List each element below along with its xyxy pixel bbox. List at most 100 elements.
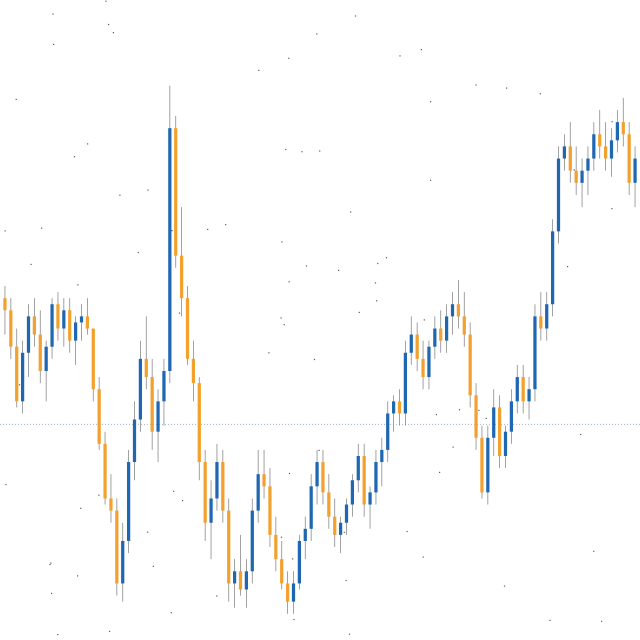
- candle-body-up: [315, 462, 319, 487]
- candle-body-up: [380, 449, 384, 463]
- candle-body-up: [156, 401, 160, 432]
- noise-dot: [41, 227, 43, 229]
- candle-body-up: [44, 346, 48, 371]
- candle-body-up: [533, 316, 537, 390]
- noise-dot: [18, 384, 21, 386]
- candle-body-down: [15, 346, 19, 402]
- candle: [527, 377, 531, 420]
- candle: [439, 310, 443, 353]
- candle-body-up: [26, 316, 31, 353]
- candle-body-up: [580, 170, 584, 183]
- candle-body-up: [297, 540, 302, 584]
- candle: [350, 474, 355, 517]
- noise-dot: [458, 409, 461, 411]
- candle: [621, 97, 625, 147]
- candle-body-up: [309, 486, 313, 529]
- candle: [391, 395, 396, 432]
- candle: [468, 322, 472, 408]
- candle-body-up: [527, 389, 531, 402]
- candle-body-down: [174, 128, 178, 256]
- candle: [327, 474, 331, 529]
- noise-dot: [280, 536, 283, 538]
- candle-body-down: [439, 328, 443, 341]
- candle-body-down: [415, 334, 419, 359]
- candle-body-down: [144, 358, 148, 378]
- candle: [174, 116, 178, 268]
- noise-dot: [52, 13, 54, 15]
- candle-body-down: [621, 122, 625, 135]
- candle-body-up: [126, 462, 131, 541]
- noise-dot: [77, 575, 79, 577]
- candle-body-down: [598, 134, 602, 147]
- noise-dot: [374, 282, 377, 284]
- candle-body-down: [327, 492, 331, 517]
- noise-dot: [399, 55, 401, 57]
- candle-body-down: [603, 146, 608, 159]
- candle-body-up: [121, 540, 125, 584]
- candle: [85, 298, 90, 335]
- noise-dot: [292, 558, 294, 560]
- candle: [68, 298, 72, 353]
- candle: [403, 340, 408, 426]
- candle-body-up: [344, 504, 349, 523]
- candle: [73, 316, 78, 365]
- noise-dot: [80, 507, 82, 509]
- candle: [262, 449, 266, 499]
- noise-dot: [338, 269, 340, 271]
- noise-dot: [77, 284, 79, 286]
- candle-body-up: [550, 231, 555, 305]
- candle: [26, 304, 31, 378]
- candle-body-up: [391, 401, 396, 414]
- candle-body-up: [615, 122, 620, 141]
- candle: [497, 395, 502, 469]
- candle-body-down: [362, 455, 366, 505]
- candle: [580, 158, 584, 208]
- candle-body-up: [162, 370, 166, 402]
- candle: [179, 207, 184, 317]
- candle: [450, 292, 455, 335]
- noise-dot: [358, 311, 360, 313]
- candle-body-up: [50, 304, 54, 347]
- candle-body-down: [9, 310, 13, 347]
- candle-body-up: [503, 431, 508, 456]
- candle-body-up: [168, 128, 172, 371]
- candle-body-up: [20, 352, 25, 402]
- candle-body-down: [97, 389, 101, 444]
- candle: [126, 449, 131, 554]
- noise-dot: [15, 98, 17, 100]
- candle: [97, 377, 101, 450]
- candle-body-up: [515, 377, 519, 402]
- candle: [227, 498, 231, 602]
- candle-body-down: [103, 443, 107, 499]
- noise-dot: [50, 562, 52, 564]
- noise-dot: [376, 300, 378, 302]
- candle-body-up: [633, 158, 637, 183]
- candle-body-down: [185, 298, 190, 359]
- candle-body-up: [256, 474, 260, 511]
- candle: [238, 534, 243, 596]
- candle: [533, 304, 537, 402]
- noise-dot: [288, 281, 290, 283]
- noise-dot: [423, 319, 425, 321]
- candle-body-down: [274, 534, 278, 560]
- candle-body-down: [285, 583, 290, 602]
- candle: [409, 316, 413, 365]
- noise-dot: [182, 500, 184, 502]
- candle: [321, 449, 325, 505]
- candle: [362, 443, 366, 517]
- noise-dot: [580, 433, 582, 436]
- noise-dot: [207, 228, 209, 230]
- noise-dot: [73, 156, 76, 158]
- noise-dot: [420, 49, 422, 51]
- noise-dot: [87, 143, 89, 145]
- candle-body-down: [268, 486, 272, 535]
- candle: [62, 298, 66, 347]
- candle-body-down: [568, 146, 572, 171]
- noise-dot: [108, 23, 110, 26]
- candle: [56, 292, 60, 341]
- candle: [598, 109, 602, 159]
- noise-dot: [611, 121, 613, 123]
- candle-body-up: [486, 437, 490, 493]
- candle-body-up: [250, 510, 254, 572]
